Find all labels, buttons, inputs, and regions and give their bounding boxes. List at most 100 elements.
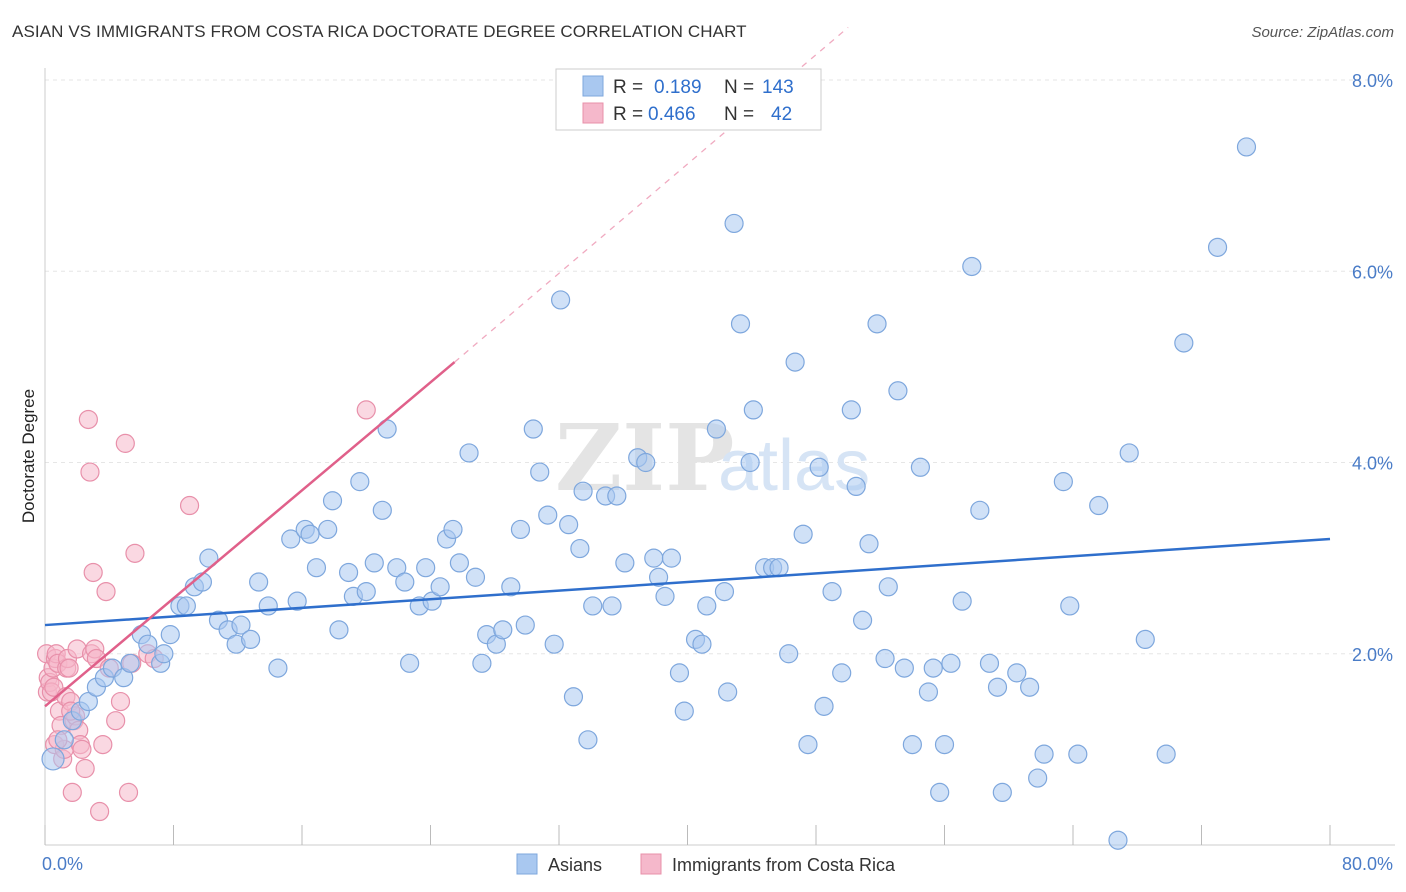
asians-point — [430, 577, 450, 597]
asians-point — [740, 452, 760, 473]
y-tick-label: 4.0% — [1352, 454, 1393, 474]
legend-n-label: N = — [724, 104, 754, 125]
asians-point — [934, 734, 955, 755]
legend-r-label: R = — [613, 77, 643, 98]
costa-rica-point — [356, 400, 376, 420]
asians-point — [793, 524, 813, 544]
costa-rica-point — [118, 782, 139, 803]
asians-point — [287, 591, 307, 611]
costa-rica-point — [72, 739, 92, 759]
asians-point — [1236, 137, 1257, 157]
asians-point — [970, 500, 990, 520]
costa-rica-point — [115, 433, 135, 453]
watermark-atlas: atlas — [718, 426, 870, 506]
asians-point — [602, 596, 622, 616]
asians-point — [875, 648, 895, 669]
asians-point — [888, 381, 908, 401]
asians-point — [459, 443, 479, 463]
asians-point — [559, 515, 579, 535]
bottom-legend-costa-rica: Immigrants from Costa Rica — [672, 855, 896, 875]
costa-rica-point — [125, 543, 145, 563]
asians-point — [1108, 830, 1128, 850]
legend-r-value: 0.466 — [648, 104, 696, 125]
asians-point — [249, 572, 269, 592]
asians-point — [350, 472, 370, 492]
asians-point — [138, 634, 158, 654]
asians-point — [859, 534, 879, 554]
asians-point — [1060, 596, 1080, 616]
costa-rica-point — [83, 562, 103, 583]
asians-point — [779, 644, 799, 664]
asians-point — [538, 505, 558, 525]
source-label: Source: ZipAtlas.com — [1251, 24, 1394, 41]
asians-point — [241, 629, 261, 650]
asians-point — [530, 462, 550, 482]
asians-point — [493, 620, 513, 640]
asians-point — [930, 782, 950, 803]
asians-point — [636, 452, 656, 473]
asians-point — [544, 634, 564, 654]
asians-point — [160, 625, 180, 645]
asians-point — [258, 596, 278, 616]
asians-point — [841, 400, 861, 420]
asians-point — [987, 677, 1008, 697]
trend-lines — [44, 26, 1331, 708]
legend-n-value: 143 — [762, 77, 794, 98]
asians-point — [510, 519, 531, 540]
asians-point — [41, 747, 65, 771]
asians-point — [1007, 663, 1027, 683]
asians-point — [894, 658, 914, 678]
asians-point — [338, 562, 359, 583]
bottom-legend-swatch-costa-rica — [640, 853, 662, 875]
asians-point — [570, 538, 590, 559]
asians-point — [714, 581, 735, 602]
asians-point — [655, 586, 675, 606]
asians-point — [822, 581, 842, 602]
costa-rica-point — [75, 758, 95, 779]
asians-point — [268, 658, 288, 678]
x-tick-max: 80.0% — [1342, 854, 1393, 874]
asians-point — [329, 620, 349, 640]
costa-rica-point — [78, 409, 98, 430]
chart-title: ASIAN VS IMMIGRANTS FROM COSTA RICA DOCT… — [12, 22, 747, 41]
y-tick-label: 8.0% — [1352, 71, 1393, 91]
asians-point — [674, 701, 694, 721]
asians-point — [648, 567, 669, 587]
asians-point — [785, 352, 805, 372]
asians-point — [1174, 333, 1194, 353]
y-tick-label: 2.0% — [1352, 645, 1393, 665]
costa-rica-point — [110, 691, 131, 712]
asians-point — [443, 519, 463, 540]
bottom-legend: Asians Immigrants from Costa Rica — [516, 853, 896, 875]
asians-point — [607, 486, 627, 506]
asians-point — [501, 577, 521, 597]
asians-point — [1034, 744, 1054, 764]
asians-point — [769, 558, 789, 578]
axes: 2.0% 4.0% 6.0% 8.0% — [44, 68, 1395, 846]
legend-r-label: R = — [613, 104, 643, 125]
asians-point — [400, 653, 420, 673]
asians-point — [730, 314, 751, 334]
costa-rica-point — [106, 711, 126, 731]
gridlines — [45, 79, 1390, 655]
asians-point — [724, 213, 744, 234]
asians-point — [962, 256, 982, 277]
costa-rica-point — [179, 495, 200, 516]
costa-rica-trend-extension — [454, 26, 849, 363]
asians-point — [364, 553, 384, 573]
asians-point — [615, 553, 635, 573]
asians-point — [1119, 443, 1139, 463]
legend-box: R = 0.189 N = 143 R = 0.466 N = 42 — [555, 68, 822, 131]
asians-point — [120, 653, 140, 673]
asians-trend-line — [44, 537, 1331, 627]
costa-rica-point — [90, 801, 110, 822]
y-tick-label: 6.0% — [1352, 262, 1393, 282]
asians-point — [416, 558, 436, 578]
asians-point — [692, 634, 712, 654]
bottom-legend-swatch-asians — [516, 853, 538, 875]
asians-point — [523, 419, 543, 439]
costa-rica-trend-line — [44, 361, 456, 708]
asians-point — [578, 730, 598, 750]
asians-point — [852, 610, 873, 630]
legend-n-value: 42 — [771, 104, 792, 125]
